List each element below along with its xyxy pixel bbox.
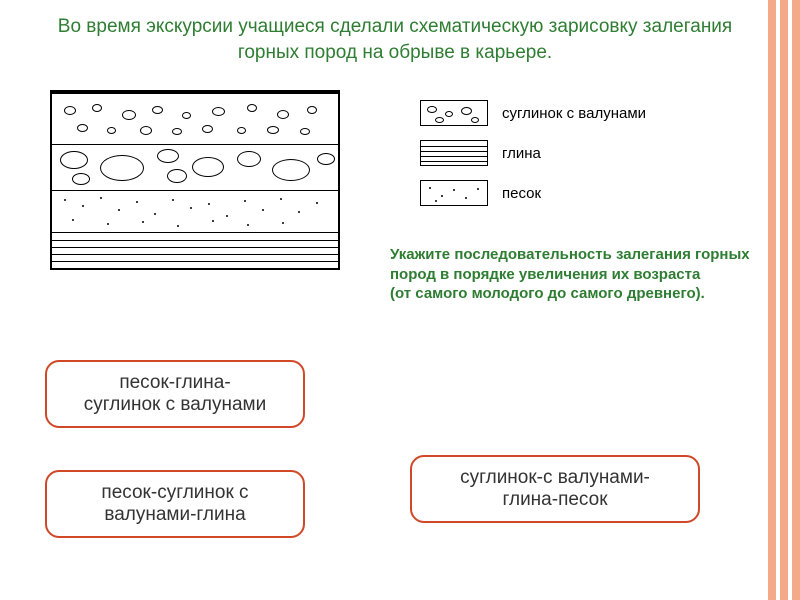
legend-item-loam: суглинок с валунами xyxy=(420,100,646,126)
decor-stripe xyxy=(788,0,792,600)
question-text: Укажите последовательность залегания гор… xyxy=(390,245,750,304)
layer-sand xyxy=(52,190,338,232)
question-line: Укажите последовательность залегания гор… xyxy=(390,246,750,283)
legend-item-sand: песок xyxy=(420,180,646,206)
layer-big-boulders xyxy=(52,144,338,190)
answer-option-2[interactable]: песок-суглинок с валунами-глина xyxy=(45,470,305,538)
answer-text: песок-суглинок с xyxy=(101,482,248,503)
decor-stripe xyxy=(780,0,788,600)
answer-option-1[interactable]: песок-глина- суглинок с валунами xyxy=(45,360,305,428)
layer-loam-boulders xyxy=(52,92,338,144)
answer-text: глина-песок xyxy=(502,489,607,510)
legend-label: песок xyxy=(502,185,541,202)
decor-stripe xyxy=(776,0,780,600)
answer-text: суглинок с валунами xyxy=(84,394,266,415)
cross-section-diagram xyxy=(50,90,340,270)
legend-label: суглинок с валунами xyxy=(502,105,646,122)
legend: суглинок с валунами глина песок xyxy=(420,100,646,220)
layer-clay xyxy=(52,232,338,268)
legend-label: глина xyxy=(502,145,541,162)
legend-item-clay: глина xyxy=(420,140,646,166)
answer-text: валунами-глина xyxy=(104,504,245,525)
decor-stripe xyxy=(768,0,776,600)
question-line: (от самого молодого до самого древнего). xyxy=(390,285,705,302)
answer-option-3[interactable]: суглинок-с валунами- глина-песок xyxy=(410,455,700,523)
decor-stripe xyxy=(792,0,800,600)
answer-text: суглинок-с валунами- xyxy=(460,467,650,488)
answer-text: песок-глина- xyxy=(119,372,230,393)
slide-title: Во время экскурсии учащиеся сделали схем… xyxy=(0,0,800,75)
